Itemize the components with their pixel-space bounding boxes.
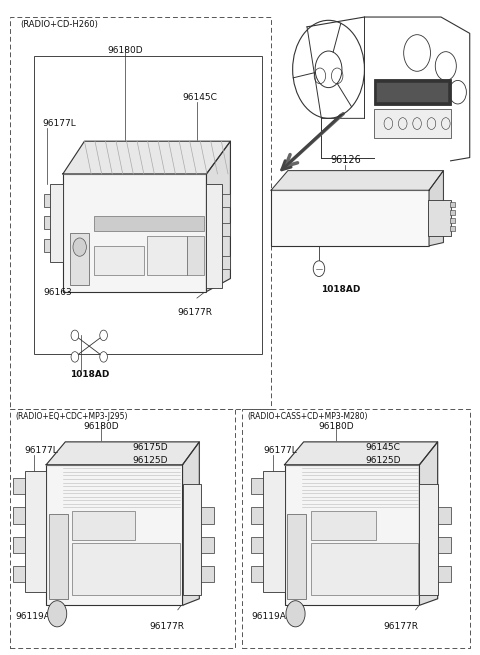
Bar: [420, 484, 438, 595]
Text: 96177L: 96177L: [24, 446, 59, 455]
Bar: [10, 17, 271, 409]
Circle shape: [100, 330, 108, 341]
Bar: [201, 566, 214, 582]
Text: 96163: 96163: [44, 288, 72, 297]
Bar: [222, 255, 230, 269]
Bar: [450, 217, 456, 223]
Polygon shape: [182, 442, 199, 605]
Bar: [242, 409, 470, 648]
Bar: [374, 79, 451, 105]
Bar: [34, 56, 262, 354]
Circle shape: [48, 601, 67, 627]
Bar: [428, 200, 451, 236]
Bar: [222, 223, 230, 236]
Bar: [63, 174, 206, 291]
Text: 96126: 96126: [330, 155, 360, 166]
Text: 96175D: 96175D: [132, 443, 168, 452]
Bar: [147, 236, 187, 275]
Bar: [12, 566, 24, 582]
Text: 96145C: 96145C: [366, 443, 401, 452]
Bar: [311, 510, 376, 540]
Polygon shape: [429, 171, 444, 246]
Bar: [50, 183, 63, 262]
Bar: [287, 514, 306, 599]
Polygon shape: [271, 171, 444, 190]
Bar: [182, 484, 201, 595]
Bar: [44, 216, 50, 229]
Bar: [94, 216, 204, 231]
Bar: [187, 236, 204, 275]
Polygon shape: [420, 442, 438, 605]
Bar: [222, 193, 230, 206]
Bar: [450, 225, 456, 231]
Bar: [263, 472, 285, 592]
Bar: [450, 210, 456, 215]
Bar: [44, 193, 50, 206]
Text: 96177R: 96177R: [149, 622, 184, 631]
Text: (RADIO+CD-H260): (RADIO+CD-H260): [20, 20, 98, 29]
Bar: [44, 239, 50, 252]
Bar: [94, 246, 144, 275]
Text: 96125D: 96125D: [366, 456, 401, 465]
Bar: [10, 409, 235, 648]
Polygon shape: [285, 442, 438, 465]
Bar: [72, 510, 135, 540]
Polygon shape: [63, 141, 230, 174]
Circle shape: [73, 238, 86, 256]
Text: 96145C: 96145C: [182, 93, 217, 102]
Bar: [438, 507, 451, 523]
Bar: [376, 83, 448, 102]
Text: 96180D: 96180D: [318, 422, 354, 431]
Bar: [206, 183, 222, 288]
Bar: [438, 536, 451, 553]
Text: 96119A: 96119A: [251, 612, 286, 621]
Polygon shape: [46, 442, 199, 465]
Text: 96177L: 96177L: [263, 446, 297, 455]
Bar: [438, 566, 451, 582]
Text: 96119A: 96119A: [15, 612, 50, 621]
Bar: [48, 514, 68, 599]
Bar: [70, 233, 89, 285]
Text: 96177R: 96177R: [178, 308, 213, 317]
Bar: [201, 536, 214, 553]
Bar: [251, 507, 263, 523]
Bar: [72, 543, 180, 595]
Text: 1018AD: 1018AD: [70, 370, 109, 379]
Polygon shape: [206, 141, 230, 291]
Bar: [12, 478, 24, 494]
Bar: [251, 566, 263, 582]
Text: 96177R: 96177R: [384, 622, 419, 631]
Text: 96180D: 96180D: [108, 47, 143, 56]
Bar: [311, 543, 418, 595]
Bar: [251, 478, 263, 494]
Circle shape: [71, 352, 79, 362]
Text: (RADIO+CASS+CD+MP3-M280): (RADIO+CASS+CD+MP3-M280): [247, 413, 368, 421]
Bar: [201, 507, 214, 523]
Bar: [271, 190, 429, 246]
Text: 96180D: 96180D: [84, 422, 119, 431]
Text: 1018AD: 1018AD: [321, 285, 360, 294]
Circle shape: [313, 261, 324, 276]
Circle shape: [100, 352, 108, 362]
Text: (RADIO+EQ+CDC+MP3-J295): (RADIO+EQ+CDC+MP3-J295): [15, 413, 128, 421]
Text: 96125D: 96125D: [132, 456, 168, 465]
Bar: [450, 202, 456, 207]
Text: 96177L: 96177L: [43, 119, 77, 128]
Bar: [12, 507, 24, 523]
Bar: [285, 465, 420, 605]
Circle shape: [71, 330, 79, 341]
Bar: [374, 109, 451, 138]
Bar: [46, 465, 182, 605]
Bar: [251, 536, 263, 553]
Bar: [24, 472, 46, 592]
Bar: [12, 536, 24, 553]
Circle shape: [286, 601, 305, 627]
